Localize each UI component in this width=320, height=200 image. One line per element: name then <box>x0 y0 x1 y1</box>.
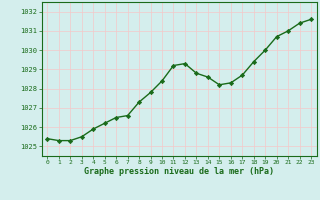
X-axis label: Graphe pression niveau de la mer (hPa): Graphe pression niveau de la mer (hPa) <box>84 167 274 176</box>
